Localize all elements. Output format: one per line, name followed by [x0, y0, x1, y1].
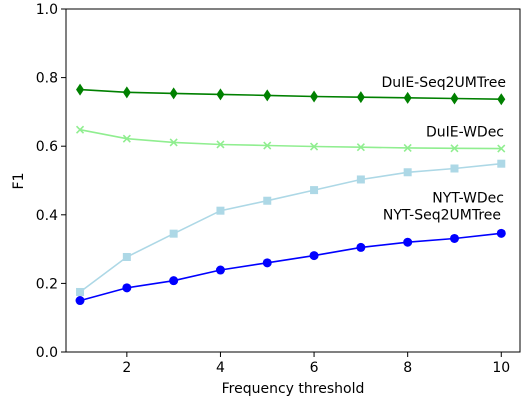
data-point — [449, 233, 459, 243]
x-axis-label: Frequency threshold — [222, 381, 365, 397]
data-point — [497, 159, 506, 168]
data-point — [76, 287, 85, 296]
data-point — [216, 206, 225, 215]
data-point — [497, 93, 506, 106]
data-point — [497, 144, 506, 153]
data-point — [403, 168, 412, 177]
data-point — [310, 186, 319, 195]
data-point — [356, 143, 365, 152]
series-markers — [75, 83, 506, 306]
data-point — [263, 141, 272, 150]
axis-ticks: 2 4 6 8 10 0.0 0.2 0.4 0.6 0.8 1.0 — [36, 2, 510, 376]
data-point — [263, 89, 272, 102]
data-point — [403, 91, 412, 104]
y-tick-label: 1.0 — [36, 2, 58, 18]
data-point — [169, 276, 179, 286]
data-point — [450, 164, 459, 173]
data-point — [309, 251, 319, 261]
series-label: NYT-WDec — [432, 191, 504, 207]
data-point — [122, 252, 131, 261]
x-tick-label: 8 — [403, 360, 412, 376]
data-point — [356, 242, 366, 252]
data-point — [496, 228, 506, 238]
x-tick-label: 2 — [122, 360, 131, 376]
data-point — [169, 229, 178, 238]
y-tick-label: 0.0 — [36, 345, 58, 361]
y-tick-label: 0.2 — [36, 276, 58, 292]
series-line — [79, 232, 502, 302]
data-point — [169, 87, 178, 100]
series-labels: DuIE-Seq2UMTree DuIE-WDec NYT-WDecNYT-Seq2… — [382, 75, 506, 223]
series-label: DuIE-Seq2UMTree — [382, 75, 506, 91]
data-point — [76, 83, 85, 96]
y-axis-label: F1 — [11, 173, 27, 190]
series-label: DuIE-WDec — [426, 125, 504, 141]
series-line — [79, 162, 502, 293]
data-point — [356, 91, 365, 104]
data-point — [403, 143, 412, 152]
data-point — [450, 144, 459, 153]
y-tick-label: 0.4 — [36, 208, 58, 224]
data-point — [403, 237, 413, 247]
y-tick-label: 0.6 — [36, 139, 58, 155]
data-point — [309, 142, 319, 151]
data-point — [75, 296, 85, 306]
data-point — [356, 175, 365, 184]
x-tick-label: 4 — [216, 360, 225, 376]
data-point — [122, 283, 132, 293]
x-tick-label: 10 — [492, 360, 510, 376]
series-line — [79, 128, 502, 150]
data-point — [262, 258, 272, 268]
data-point — [263, 196, 272, 205]
data-point — [75, 125, 85, 134]
data-point — [216, 88, 225, 101]
data-point — [450, 92, 459, 105]
data-point — [216, 140, 225, 149]
data-point — [215, 265, 225, 275]
x-tick-label: 6 — [310, 360, 319, 376]
series-label: NYT-Seq2UMTree — [383, 207, 501, 223]
data-point — [310, 90, 319, 103]
plot-frame — [65, 8, 521, 353]
y-tick-label: 0.8 — [36, 71, 58, 87]
data-point — [122, 134, 131, 143]
data-point — [169, 138, 178, 147]
series-lines — [79, 88, 502, 302]
data-point — [122, 86, 131, 99]
series-line — [79, 88, 502, 100]
